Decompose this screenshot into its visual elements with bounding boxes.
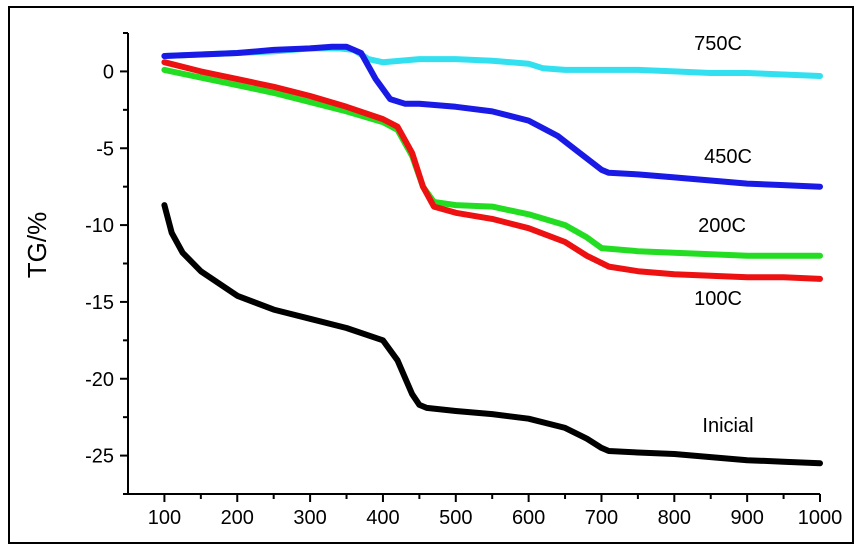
series-label-450c: 450C xyxy=(704,146,752,168)
x-tick-label: 300 xyxy=(293,507,326,529)
y-tick-label: 0 xyxy=(103,61,114,83)
series-line-inicial xyxy=(161,202,823,467)
x-tick-label: 400 xyxy=(366,507,399,529)
x-tick-label: 500 xyxy=(439,507,472,529)
x-tick-label: 100 xyxy=(148,507,181,529)
series-label-100c: 100C xyxy=(694,288,742,310)
x-tick-label: 800 xyxy=(658,507,691,529)
x-tick-label: 1000 xyxy=(798,507,843,529)
x-tick-label: 600 xyxy=(512,507,545,529)
y-tick-label: -5 xyxy=(96,138,114,160)
y-tick-label: -25 xyxy=(85,446,114,468)
x-tick-label: 700 xyxy=(585,507,618,529)
y-tick-label: -10 xyxy=(85,215,114,237)
series-line-200c xyxy=(161,66,823,259)
series-label-inicial: Inicial xyxy=(702,415,753,437)
series-line-100c xyxy=(161,59,823,282)
y-tick-label: -15 xyxy=(85,292,114,314)
series-layer xyxy=(161,43,823,467)
x-tick-label: 200 xyxy=(221,507,254,529)
series-label-750c: 750C xyxy=(694,33,742,55)
series-line-450c xyxy=(161,43,823,190)
x-tick-label: 900 xyxy=(730,507,763,529)
labels-layer: 750C 450C 200C 100C Inicial xyxy=(694,33,753,437)
y-tick-label: -20 xyxy=(85,369,114,391)
axes: 100 200 300 400 500 600 700 800 900 1000 0 -5 -10 -15… xyxy=(85,32,843,529)
y-axis-title: TG/% xyxy=(22,212,52,278)
series-label-200c: 200C xyxy=(698,215,746,237)
